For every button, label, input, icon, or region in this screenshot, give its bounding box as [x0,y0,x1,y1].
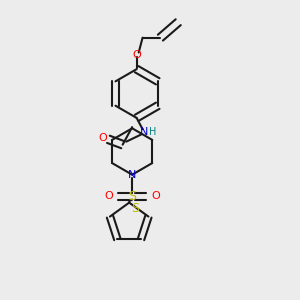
Text: N: N [128,170,136,180]
Text: O: O [132,50,141,60]
Text: O: O [151,191,160,201]
Text: N: N [140,127,148,137]
Text: O: O [105,191,113,201]
Text: S: S [131,202,139,215]
Text: H: H [149,127,157,137]
Text: S: S [128,190,136,202]
Text: O: O [99,133,107,143]
